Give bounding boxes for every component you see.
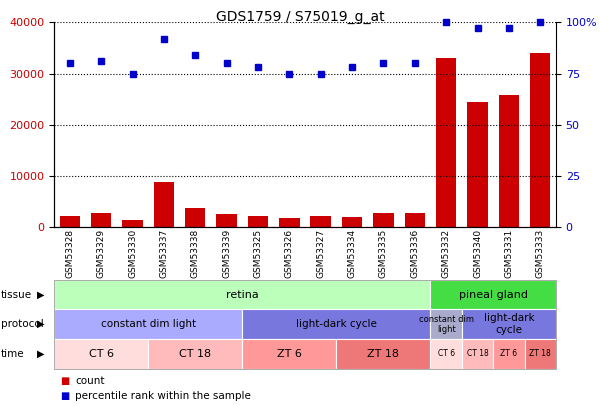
Text: ▶: ▶ xyxy=(37,349,44,359)
Bar xyxy=(530,53,551,227)
Text: time: time xyxy=(1,349,24,359)
Text: light-dark
cycle: light-dark cycle xyxy=(484,313,534,335)
Text: CT 6: CT 6 xyxy=(438,349,455,358)
Text: pineal gland: pineal gland xyxy=(459,290,528,300)
Bar xyxy=(59,216,80,227)
Text: CT 18: CT 18 xyxy=(466,349,489,358)
Text: ■: ■ xyxy=(60,391,69,401)
Text: tissue: tissue xyxy=(1,290,32,300)
Bar xyxy=(185,208,206,227)
Text: light-dark cycle: light-dark cycle xyxy=(296,319,377,329)
Text: ▶: ▶ xyxy=(37,290,44,300)
Text: ZT 18: ZT 18 xyxy=(367,349,400,359)
Text: ■: ■ xyxy=(60,376,69,386)
Text: constant dim
light: constant dim light xyxy=(419,315,474,334)
Bar xyxy=(91,213,111,227)
Bar xyxy=(123,220,142,227)
Text: CT 6: CT 6 xyxy=(88,349,114,359)
Text: ZT 6: ZT 6 xyxy=(277,349,302,359)
Text: constant dim light: constant dim light xyxy=(100,319,196,329)
Text: protocol: protocol xyxy=(1,319,43,329)
Text: ▶: ▶ xyxy=(37,319,44,329)
Bar xyxy=(342,217,362,227)
Text: retina: retina xyxy=(226,290,258,300)
Bar xyxy=(373,213,394,227)
Text: count: count xyxy=(75,376,105,386)
Bar xyxy=(216,214,237,227)
Bar xyxy=(311,216,331,227)
Text: percentile rank within the sample: percentile rank within the sample xyxy=(75,391,251,401)
Bar xyxy=(154,182,174,227)
Text: ZT 18: ZT 18 xyxy=(529,349,551,358)
Bar xyxy=(248,216,268,227)
Text: GDS1759 / S75019_g_at: GDS1759 / S75019_g_at xyxy=(216,10,385,24)
Bar xyxy=(436,58,456,227)
Bar xyxy=(499,95,519,227)
Bar xyxy=(279,218,299,227)
Text: CT 18: CT 18 xyxy=(179,349,212,359)
Bar xyxy=(404,213,425,227)
Text: ZT 6: ZT 6 xyxy=(500,349,517,358)
Bar xyxy=(468,102,487,227)
